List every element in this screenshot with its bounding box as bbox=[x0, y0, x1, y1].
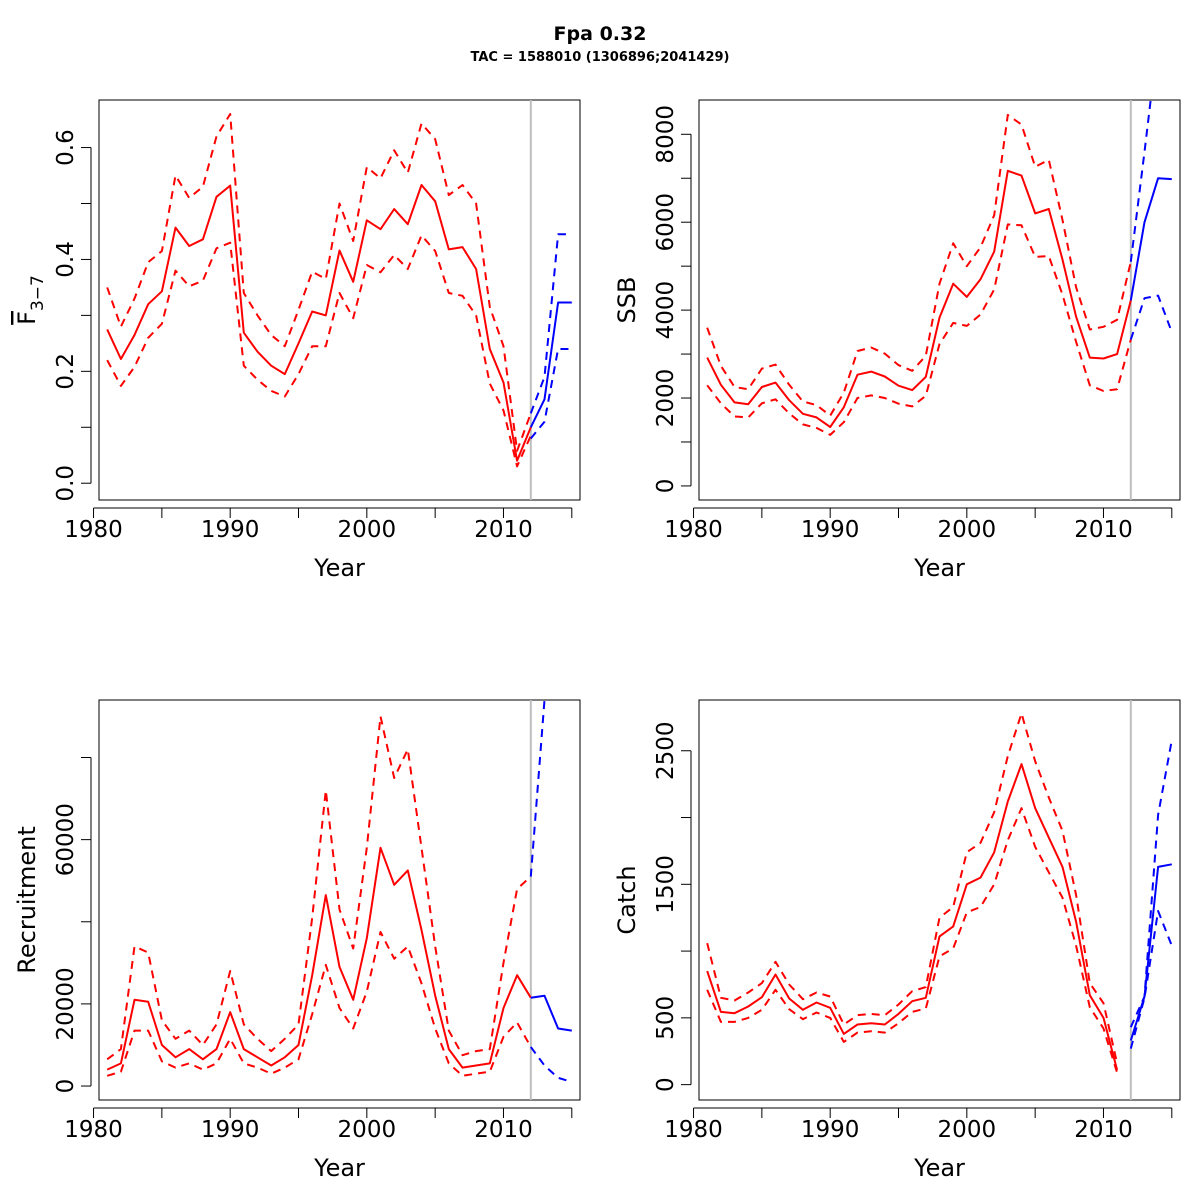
y-axis: 0.0 0.2 0.4 0.6 F3−7 bbox=[13, 129, 92, 502]
x-axis: 1980 1990 2000 2010 Year bbox=[64, 1107, 573, 1182]
x-tick-label: 1990 bbox=[201, 1117, 260, 1143]
historic-estimate-line bbox=[106, 184, 532, 462]
x-tick-label: 1980 bbox=[664, 517, 723, 543]
x-tick-label: 2000 bbox=[338, 517, 397, 543]
y-axis-title-main: Recruitment bbox=[13, 826, 41, 973]
historic-lower-ci-line bbox=[106, 234, 532, 468]
y-axis-title-sub: 3−7 bbox=[28, 275, 48, 311]
x-tick-label: 1990 bbox=[801, 1117, 860, 1143]
y-tick-label: 1500 bbox=[653, 855, 679, 914]
x-tick-label: 2010 bbox=[474, 1117, 533, 1143]
x-axis: 1980 1990 2000 2010 Year bbox=[64, 507, 573, 582]
forecast-median-line bbox=[529, 301, 572, 428]
y-axis-title: SSB bbox=[613, 277, 641, 324]
forecast-lower-ci-line bbox=[530, 348, 572, 440]
y-axis: 0 500 1500 2500 Catch bbox=[613, 721, 692, 1092]
y-axis-title-main: F bbox=[13, 311, 41, 325]
y-axis-title: Catch bbox=[613, 865, 641, 934]
plot-area bbox=[106, 700, 573, 1083]
x-axis-title: Year bbox=[913, 1154, 965, 1182]
forecast-lower-ci-line bbox=[1129, 910, 1173, 1049]
x-tick-label: 1980 bbox=[64, 517, 123, 543]
y-tick-label: 0.6 bbox=[53, 129, 79, 166]
main-title: Fpa 0.32 bbox=[554, 23, 647, 45]
x-tick-label: 2010 bbox=[1074, 1117, 1133, 1143]
plot-frame bbox=[98, 699, 581, 1101]
y-tick-label: 20000 bbox=[53, 967, 79, 1040]
y-tick-label: 2000 bbox=[653, 369, 679, 428]
historic-upper-ci-line bbox=[106, 113, 532, 452]
panel-catch: 1980 1990 2000 2010 Year 0 500 1500 2500 Catch bbox=[613, 699, 1181, 1182]
historic-upper-ci-line bbox=[106, 715, 532, 1061]
x-tick-label: 2010 bbox=[474, 517, 533, 543]
y-tick-label: 0.4 bbox=[53, 241, 79, 278]
plot-frame bbox=[98, 99, 581, 501]
forecast-median-line bbox=[1129, 863, 1172, 1041]
forecast-median-line bbox=[530, 994, 572, 1032]
y-axis: 0 2000 4000 6000 8000 SSB bbox=[613, 105, 692, 494]
forecast-upper-ci-line bbox=[1129, 739, 1173, 1028]
historic-lower-ci-line bbox=[106, 931, 532, 1077]
forecast-upper-ci-line bbox=[529, 233, 572, 414]
historic-estimate-line bbox=[106, 846, 532, 1071]
y-tick-label: 500 bbox=[653, 996, 679, 1040]
y-tick-label: 8000 bbox=[653, 105, 679, 164]
x-tick-label: 1990 bbox=[201, 517, 260, 543]
x-tick-label: 2000 bbox=[938, 517, 997, 543]
x-axis-title: Year bbox=[313, 1154, 365, 1182]
x-axis-title: Year bbox=[313, 554, 365, 582]
historic-lower-ci-line bbox=[706, 223, 1132, 436]
y-axis-title: F3−7 bbox=[13, 275, 48, 325]
historic-estimate-line bbox=[706, 763, 1119, 1071]
historic-lower-ci-line bbox=[706, 807, 1119, 1073]
historic-upper-ci-line bbox=[706, 113, 1132, 417]
panel-ssb: 1980 1990 2000 2010 Year 0 2000 4000 6000 8000 SSB bbox=[613, 99, 1181, 582]
y-axis-title-main: Catch bbox=[613, 865, 641, 934]
x-axis: 1980 1990 2000 2010 Year bbox=[664, 507, 1173, 582]
y-tick-label: 0.2 bbox=[53, 353, 79, 390]
panels: 1980 1990 2000 2010Year0.00.20.40.6F3−71980… bbox=[13, 99, 1181, 1182]
y-axis: 0 20000 60000 Recruitment bbox=[13, 756, 92, 1094]
y-axis-title: Recruitment bbox=[13, 826, 41, 973]
y-tick-label: 0.0 bbox=[53, 465, 79, 502]
y-tick-label: 6000 bbox=[653, 193, 679, 252]
forecast-lower-ci-line bbox=[529, 1046, 573, 1083]
y-axis-title-main: SSB bbox=[613, 277, 641, 324]
panel-f: 1980 1990 2000 2010 Year 0.0 0.2 0.4 0.6 F3−7 bbox=[13, 99, 581, 582]
plot-frame bbox=[698, 99, 1181, 501]
x-tick-label: 2010 bbox=[1074, 517, 1133, 543]
forecast-upper-ci-line bbox=[529, 700, 546, 877]
panel-recruitment: 1980 1990 2000 2010 Year 0 20000 60000 Recruitme… bbox=[13, 699, 581, 1182]
historic-estimate-line bbox=[706, 169, 1132, 428]
x-tick-label: 1980 bbox=[64, 1117, 123, 1143]
y-tick-label: 0 bbox=[653, 1077, 679, 1092]
y-tick-label: 2500 bbox=[653, 721, 679, 780]
plot-area bbox=[706, 712, 1173, 1073]
x-tick-label: 1980 bbox=[664, 1117, 723, 1143]
y-tick-label: 0 bbox=[53, 1079, 79, 1094]
forecast-lower-ci-line bbox=[1129, 294, 1173, 340]
plot-area bbox=[706, 100, 1173, 436]
forecast-median-line bbox=[1129, 177, 1172, 301]
y-tick-label: 4000 bbox=[653, 281, 679, 340]
y-tick-label: 60000 bbox=[53, 803, 79, 876]
x-axis-title: Year bbox=[913, 554, 965, 582]
x-tick-label: 1990 bbox=[801, 517, 860, 543]
forecast-upper-ci-line bbox=[1129, 100, 1152, 262]
y-tick-label: 0 bbox=[653, 479, 679, 494]
plot-frame bbox=[698, 699, 1181, 1101]
x-tick-label: 2000 bbox=[938, 1117, 997, 1143]
plot-area bbox=[106, 113, 572, 468]
historic-upper-ci-line bbox=[706, 712, 1119, 1064]
x-axis: 1980 1990 2000 2010 Year bbox=[664, 1107, 1173, 1182]
x-tick-label: 2000 bbox=[338, 1117, 397, 1143]
main-subtitle: TAC = 1588010 (1306896;2041429) bbox=[471, 50, 730, 65]
